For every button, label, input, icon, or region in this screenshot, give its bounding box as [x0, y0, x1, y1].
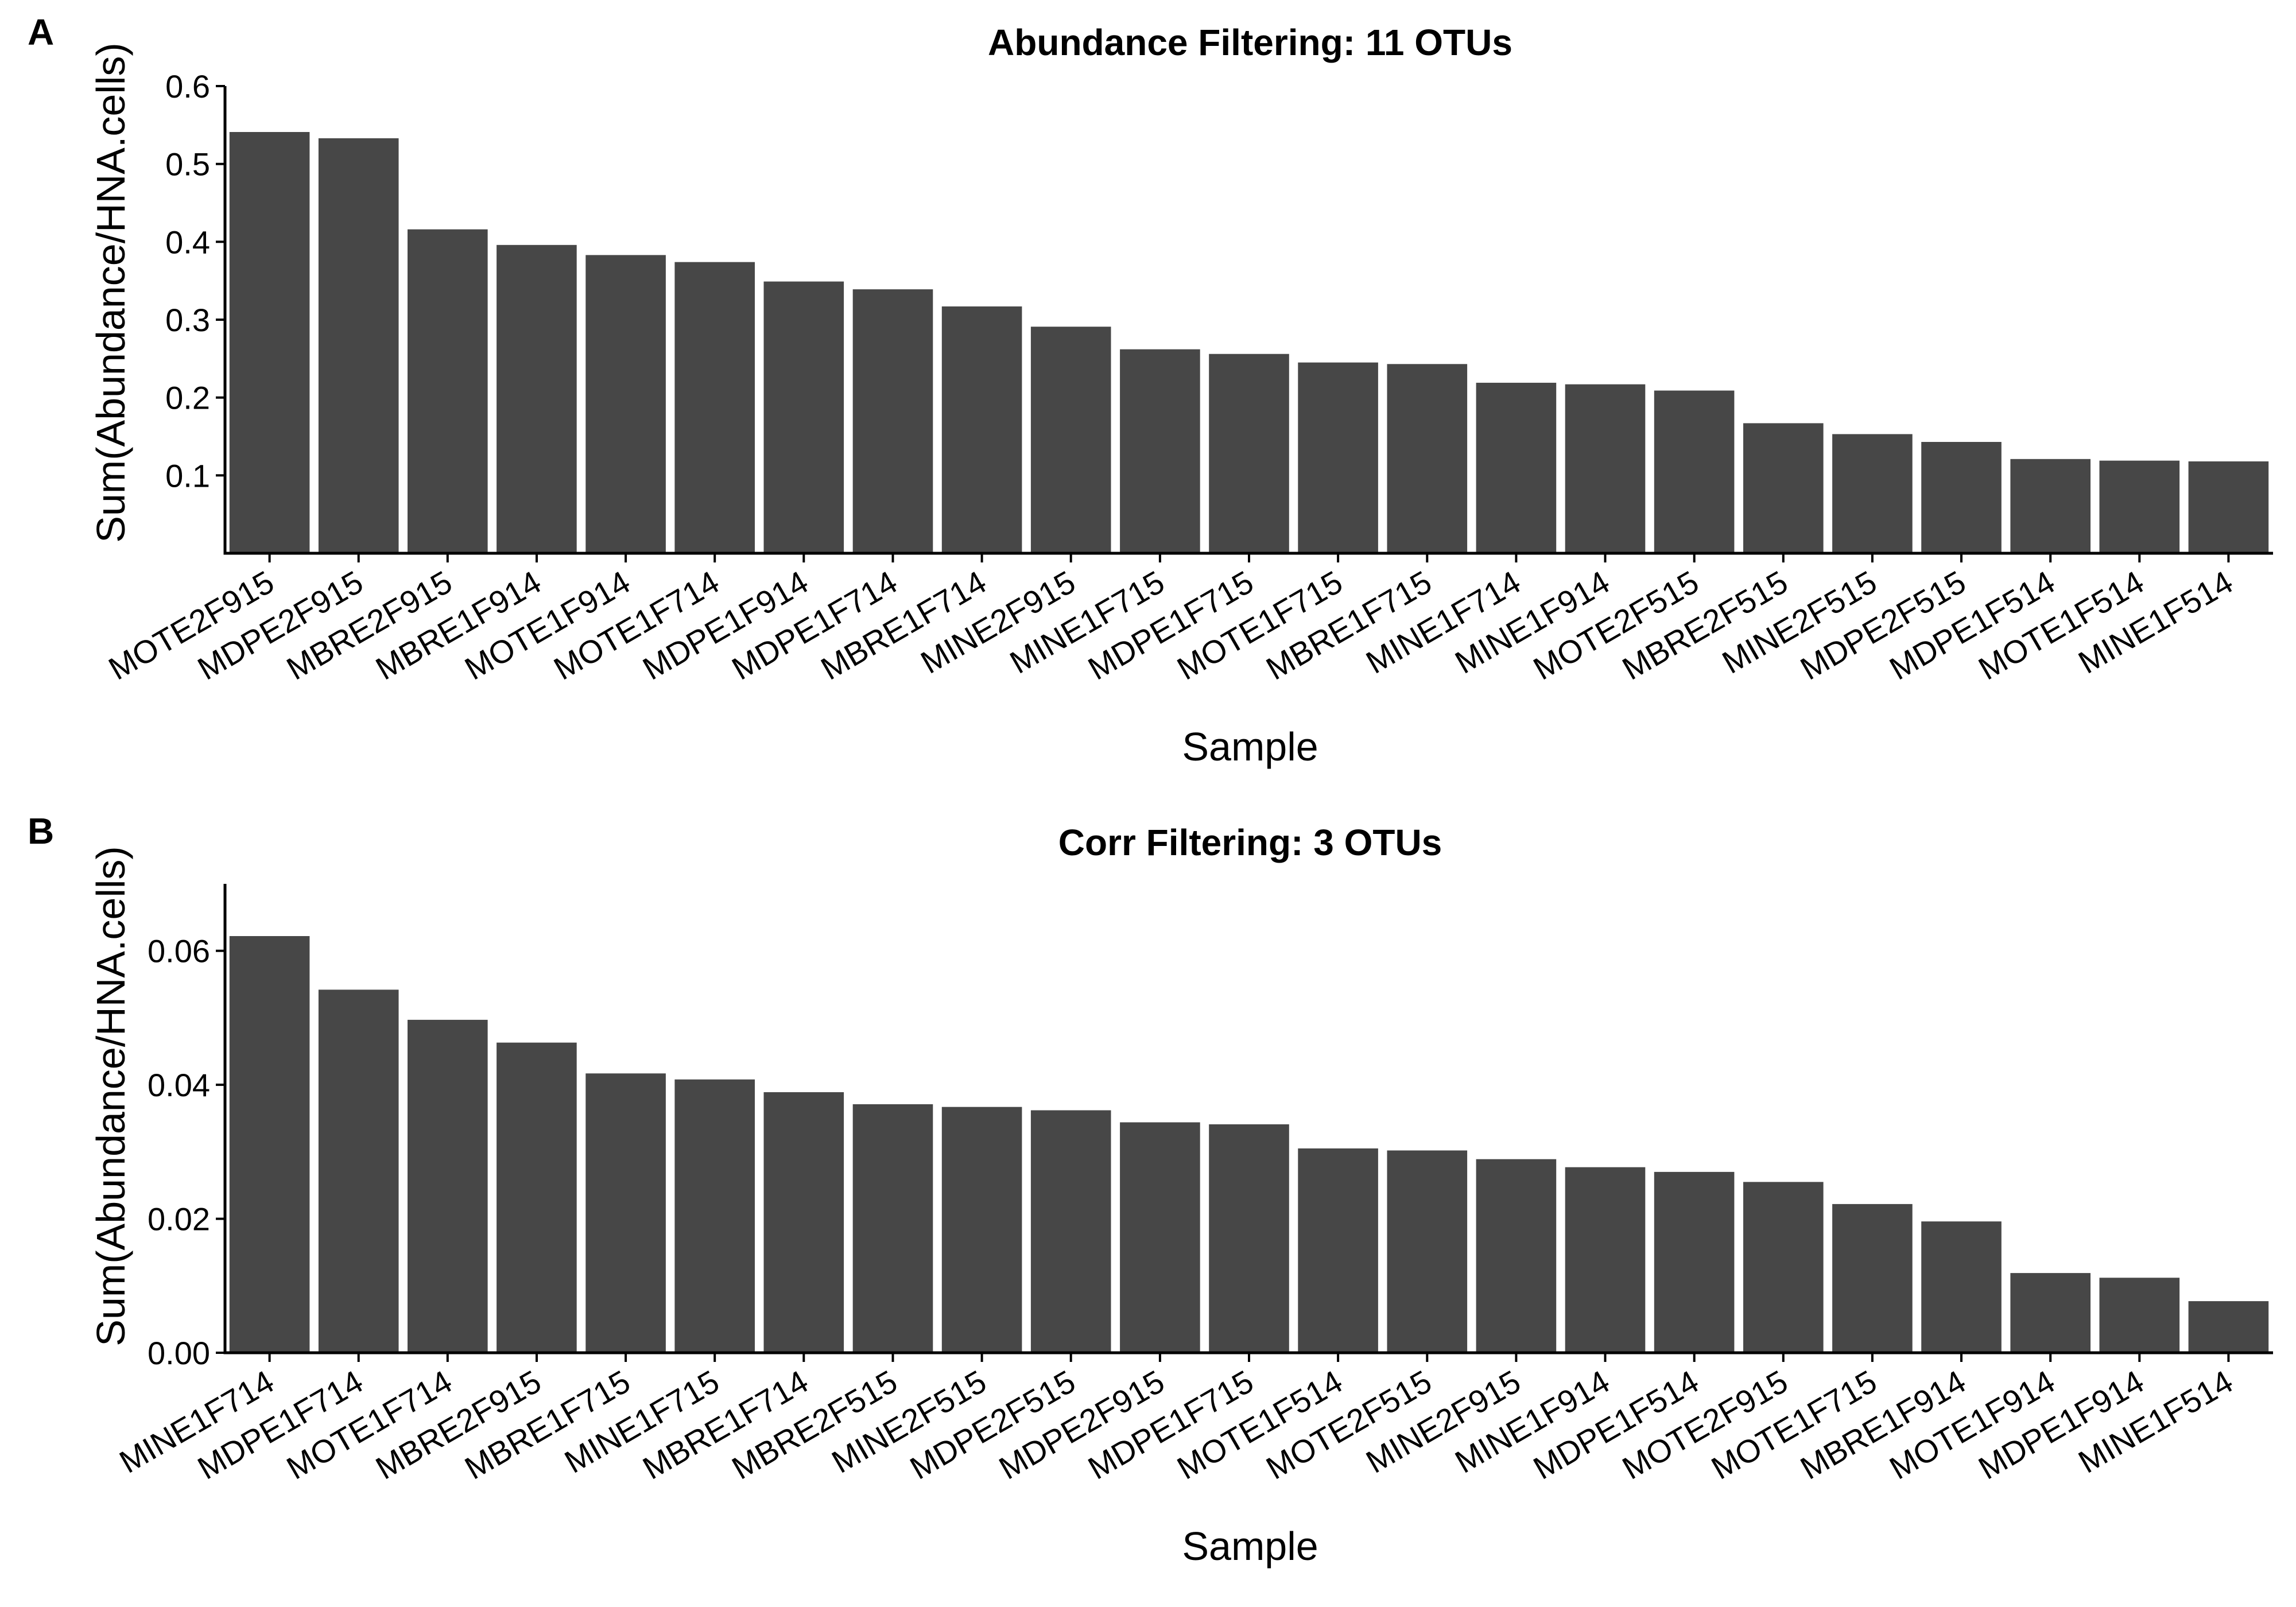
chart-title: Abundance Filtering: 11 OTUs	[988, 22, 1512, 63]
y-tick-label: 0.00	[148, 1335, 210, 1371]
y-tick-label: 0.04	[148, 1067, 210, 1103]
bar-mbre1f714	[941, 306, 1022, 553]
bars	[229, 132, 2269, 554]
y-ticks: 0.00 0.02 0.04 0.06	[148, 933, 225, 1371]
y-tick-label: 0.5	[165, 146, 210, 183]
y-tick-label: 0.1	[165, 457, 210, 494]
bar-mote2f915	[229, 132, 310, 553]
bar-mote2f515	[1654, 390, 1735, 553]
y-tick-label: 0.2	[165, 380, 210, 416]
bar-mbre1f714	[763, 1092, 844, 1353]
bar-mdpe2f915	[1120, 1122, 1200, 1353]
x-ticks: MINE1F714MDPE1F714MOTE1F714MBRE2F915MBRE…	[113, 1353, 2239, 1486]
bar-mine1f715	[1120, 349, 1200, 553]
bar-mine2f515	[1832, 434, 1913, 553]
x-ticks: MOTE2F915MDPE2F915MBRE2F915MBRE1F914MOTE…	[102, 553, 2239, 687]
axis-lines	[223, 884, 2273, 1354]
bar-mote1f914	[2010, 1273, 2091, 1353]
panel-letter: B	[28, 810, 54, 852]
panel-letter: A	[28, 11, 54, 53]
bar-mine1f715	[674, 1079, 755, 1353]
bar-mbre1f715	[1387, 364, 1468, 553]
bar-mdpe1f714	[318, 989, 399, 1353]
bar-mbre2f515	[1743, 423, 1824, 553]
chart-panel-a: A Abundance Filtering: 11 OTUs Sum(Abund…	[28, 11, 2273, 769]
bar-mine2f515	[941, 1107, 1022, 1353]
bar-mote1f514	[1298, 1148, 1378, 1353]
chart-panel-b: B Corr Filtering: 3 OTUs Sum(Abundance/H…	[28, 810, 2273, 1569]
bar-mbre1f914	[497, 244, 577, 553]
bar-mbre2f515	[852, 1104, 933, 1353]
chart-title: Corr Filtering: 3 OTUs	[1058, 822, 1442, 863]
bar-mote2f515	[1387, 1150, 1468, 1353]
bar-mine1f514	[2188, 1301, 2269, 1353]
bar-mine1f914	[1565, 1167, 1646, 1353]
bar-mine1f514	[2188, 461, 2269, 553]
y-tick-label: 0.02	[148, 1201, 210, 1237]
bar-mine2f915	[1476, 1159, 1557, 1353]
axis-lines	[223, 86, 2273, 555]
bar-mote2f915	[1743, 1182, 1824, 1353]
y-axis-label: Sum(Abundance/HNA.cells)	[88, 846, 133, 1346]
bar-mbre1f914	[1921, 1221, 2002, 1353]
bar-mdpe1f714	[852, 289, 933, 553]
y-tick-label: 0.06	[148, 933, 210, 969]
bar-mine1f914	[1565, 384, 1646, 553]
bar-mdpe1f514	[1654, 1171, 1735, 1353]
bar-mbre2f915	[497, 1042, 577, 1353]
bars	[229, 936, 2269, 1353]
bar-mdpe1f914	[763, 281, 844, 553]
bar-mdpe1f715	[1209, 1124, 1289, 1353]
bar-mine2f915	[1030, 327, 1111, 553]
y-ticks: 0.1 0.2 0.3 0.4 0.5 0.6	[165, 68, 225, 494]
bar-mdpe1f914	[2099, 1278, 2180, 1353]
bar-mine1f714	[1476, 382, 1557, 553]
bar-mdpe1f715	[1209, 354, 1289, 553]
bar-mbre1f715	[585, 1073, 666, 1353]
x-axis-label: Sample	[1182, 724, 1318, 769]
y-tick-label: 0.3	[165, 302, 210, 338]
bar-mote1f715	[1298, 362, 1378, 553]
bar-mote1f714	[408, 1019, 488, 1353]
y-axis-label: Sum(Abundance/HNA.cells)	[88, 42, 133, 542]
bar-mbre2f915	[408, 229, 488, 554]
bar-mdpe2f515	[1030, 1110, 1111, 1353]
bar-mdpe2f515	[1921, 442, 2002, 553]
bar-mote1f714	[674, 262, 755, 553]
y-tick-label: 0.4	[165, 224, 210, 260]
y-tick-label: 0.6	[165, 68, 210, 104]
bar-mote1f514	[2099, 460, 2180, 553]
bar-mote1f914	[585, 255, 666, 553]
bar-mine1f714	[229, 936, 310, 1353]
x-axis-label: Sample	[1182, 1524, 1318, 1569]
bar-mdpe1f514	[2010, 459, 2091, 553]
bar-mote1f715	[1832, 1204, 1913, 1353]
bar-mdpe2f915	[318, 138, 399, 553]
